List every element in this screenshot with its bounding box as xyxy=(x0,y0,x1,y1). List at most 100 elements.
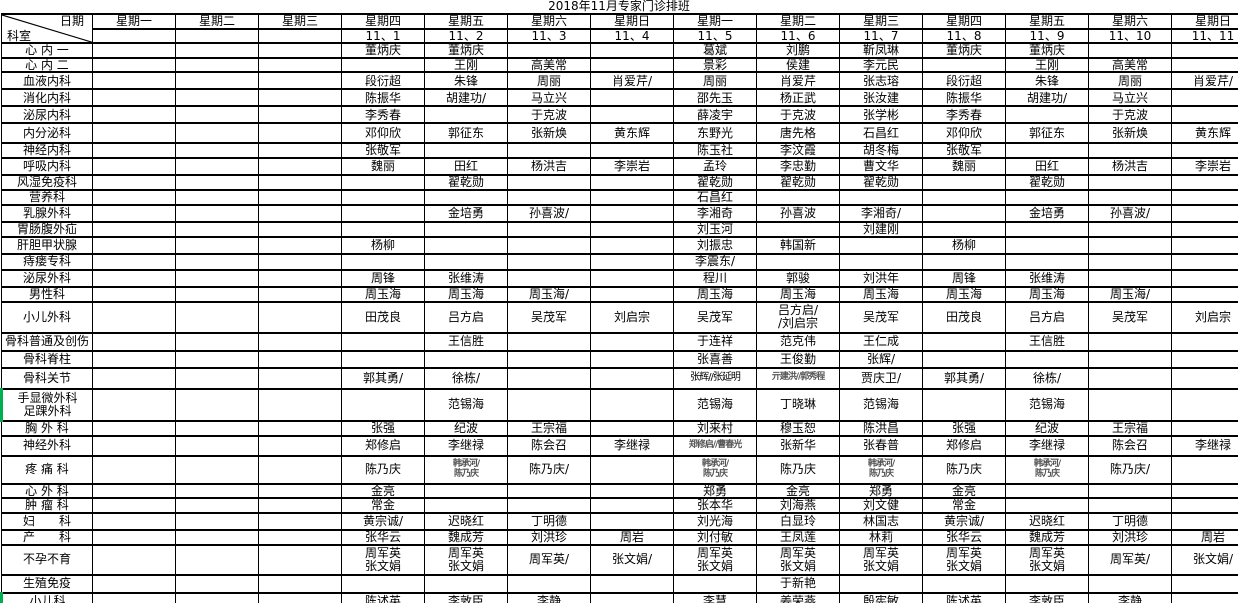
schedule-cell: 常金 xyxy=(922,497,1006,514)
schedule-cell: 周丽 xyxy=(1088,71,1172,91)
schedule-cell xyxy=(175,71,259,91)
schedule-cell: 张辉//张延明 xyxy=(673,366,757,390)
schedule-cell xyxy=(590,188,674,206)
schedule-cell xyxy=(92,497,176,514)
schedule-cell: 李崇岩 xyxy=(590,156,674,176)
schedule-cell: 张辉/ xyxy=(839,349,923,369)
schedule-cell: 迟晓红 xyxy=(1005,511,1089,531)
schedule-cell: 金亮 xyxy=(922,482,1006,500)
schedule-cell xyxy=(424,349,508,369)
schedule-cell: 范锡海 xyxy=(1005,387,1089,422)
department-label: 消化内科 xyxy=(1,88,93,108)
schedule-cell: 王信胜 xyxy=(424,331,508,352)
day-header: 星期六 xyxy=(1088,13,1172,30)
schedule-cell xyxy=(175,434,259,457)
date-header: 11、5 xyxy=(673,27,757,45)
schedule-cell xyxy=(590,56,674,74)
schedule-cell: 张文娟/ xyxy=(590,543,674,576)
date-header: 11、7 xyxy=(839,27,923,45)
schedule-cell: 葛斌 xyxy=(673,42,757,59)
schedule-cell xyxy=(258,235,342,255)
schedule-cell: 李继禄 xyxy=(1005,434,1089,457)
schedule-cell: 朱锋 xyxy=(424,71,508,91)
date-header xyxy=(175,27,259,45)
schedule-cell xyxy=(175,366,259,390)
schedule-cell xyxy=(258,419,342,437)
schedule-cell xyxy=(92,156,176,176)
day-header: 星期四 xyxy=(341,13,425,30)
schedule-cell xyxy=(922,173,1006,191)
schedule-cell xyxy=(1171,203,1238,223)
day-header: 星期五 xyxy=(1005,13,1089,30)
date-header: 11、6 xyxy=(756,27,840,45)
schedule-cell xyxy=(258,331,342,352)
schedule-cell: 刘启宗 xyxy=(1171,300,1238,334)
schedule-cell xyxy=(756,252,840,271)
schedule-cell: 周玉海/ xyxy=(507,285,591,303)
schedule-cell: 李湘奇/ xyxy=(839,203,923,223)
schedule-cell xyxy=(1171,56,1238,74)
department-label: 神经外科 xyxy=(1,434,93,457)
schedule-cell xyxy=(507,252,591,271)
schedule-cell xyxy=(590,285,674,303)
schedule-cell: 林莉 xyxy=(839,528,923,546)
schedule-cell: 周军英 张文娟 xyxy=(424,543,508,576)
schedule-cell xyxy=(258,156,342,176)
schedule-cell: 周丽 xyxy=(673,71,757,91)
schedule-cell: 范锡海 xyxy=(839,387,923,422)
department-label: 心 外 科 xyxy=(1,482,93,500)
schedule-cell: 周军英 张文娟 xyxy=(839,543,923,576)
corner-date-label: 日期 xyxy=(59,14,84,28)
schedule-cell: 张文娟/ xyxy=(1171,543,1238,576)
schedule-cell xyxy=(341,173,425,191)
schedule-cell xyxy=(92,482,176,500)
schedule-cell xyxy=(258,434,342,457)
schedule-cell xyxy=(1171,573,1238,594)
schedule-cell xyxy=(92,511,176,531)
schedule-cell xyxy=(1005,220,1089,238)
schedule-cell: 黄宗诚/ xyxy=(922,511,1006,531)
schedule-cell xyxy=(92,252,176,271)
schedule-cell: 马立兴 xyxy=(507,88,591,108)
schedule-cell xyxy=(92,235,176,255)
department-label: 不孕不育 xyxy=(1,543,93,576)
date-header: 11、10 xyxy=(1088,27,1172,45)
department-label: 骨科关节 xyxy=(1,366,93,390)
schedule-cell xyxy=(92,220,176,238)
schedule-cell: 李静 xyxy=(1088,591,1172,603)
schedule-cell: 陈乃庆/ xyxy=(1088,454,1172,485)
day-header: 星期日 xyxy=(590,13,674,30)
schedule-cell: 杨洪吉 xyxy=(1088,156,1172,176)
schedule-cell xyxy=(175,122,259,145)
department-label: 小儿科 xyxy=(0,591,93,603)
schedule-cell xyxy=(258,497,342,514)
schedule-cell xyxy=(258,252,342,271)
schedule-cell: 殷宪敏 xyxy=(839,591,923,603)
schedule-cell: 贾庆卫/ xyxy=(839,366,923,390)
schedule-cell: 郭征东 xyxy=(1005,122,1089,145)
date-header xyxy=(258,27,342,45)
department-label: 神经内科 xyxy=(1,142,93,159)
department-label: 骨科脊柱 xyxy=(1,349,93,369)
department-label: 风湿免疫科 xyxy=(1,173,93,191)
schedule-cell xyxy=(175,235,259,255)
schedule-cell xyxy=(1088,220,1172,238)
schedule-cell xyxy=(175,203,259,223)
schedule-cell xyxy=(756,220,840,238)
schedule-cell: 翟乾勋 xyxy=(424,173,508,191)
schedule-cell: 石昌红 xyxy=(839,122,923,145)
schedule-cell: 田红 xyxy=(424,156,508,176)
schedule-cell xyxy=(175,105,259,125)
date-header: 11、11 xyxy=(1171,27,1238,45)
schedule-cell: 周军英 张文娟 xyxy=(673,543,757,576)
schedule-cell xyxy=(341,220,425,238)
schedule-cell xyxy=(175,387,259,422)
schedule-cell xyxy=(922,387,1006,422)
department-label: 胃肠腹外疝 xyxy=(1,220,93,238)
schedule-cell xyxy=(424,497,508,514)
schedule-cell: 金培勇 xyxy=(1005,203,1089,223)
schedule-cell xyxy=(590,454,674,485)
schedule-cell: 陈述英 xyxy=(922,591,1006,603)
schedule-cell: 翟乾勋 xyxy=(756,173,840,191)
schedule-cell: 胡建功/ xyxy=(1005,88,1089,108)
